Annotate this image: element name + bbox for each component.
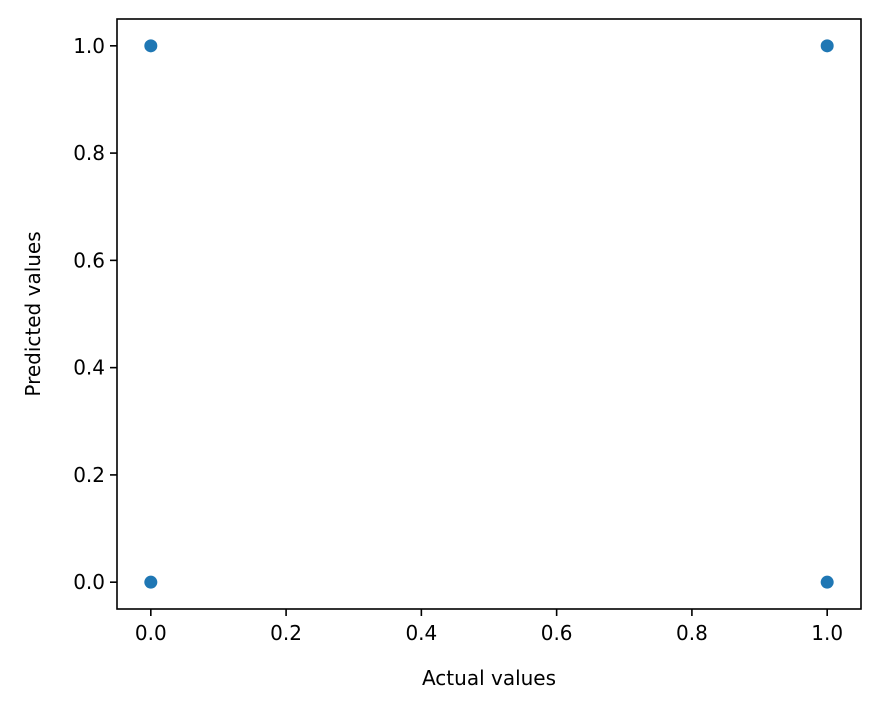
plot-frame (116, 18, 862, 610)
y-tick-label: 0.0 (73, 570, 105, 594)
y-tick-label: 1.0 (73, 34, 105, 58)
x-tick-label: 0.2 (270, 621, 302, 645)
y-tick-label: 0.2 (73, 463, 105, 487)
scatter-point (820, 575, 834, 589)
y-tick-label: 0.8 (73, 141, 105, 165)
y-axis: 0.0 0.2 0.4 0.6 0.8 1.0 (73, 34, 117, 594)
x-axis: 0.0 0.2 0.4 0.6 0.8 1.0 (135, 609, 843, 645)
scatter-point (144, 575, 158, 589)
x-tick-label: 0.4 (405, 621, 437, 645)
y-tick-label: 0.6 (73, 248, 105, 272)
x-tick-label: 1.0 (811, 621, 843, 645)
x-tick-label: 0.0 (135, 621, 167, 645)
x-tick-label: 0.6 (541, 621, 573, 645)
scatter-point (144, 39, 158, 53)
y-tick-label: 0.4 (73, 356, 105, 380)
scatter-point (820, 39, 834, 53)
y-axis-label: Predicted values (21, 231, 45, 396)
data-points (144, 39, 834, 589)
x-axis-label: Actual values (422, 666, 556, 690)
x-tick-label: 0.8 (676, 621, 708, 645)
